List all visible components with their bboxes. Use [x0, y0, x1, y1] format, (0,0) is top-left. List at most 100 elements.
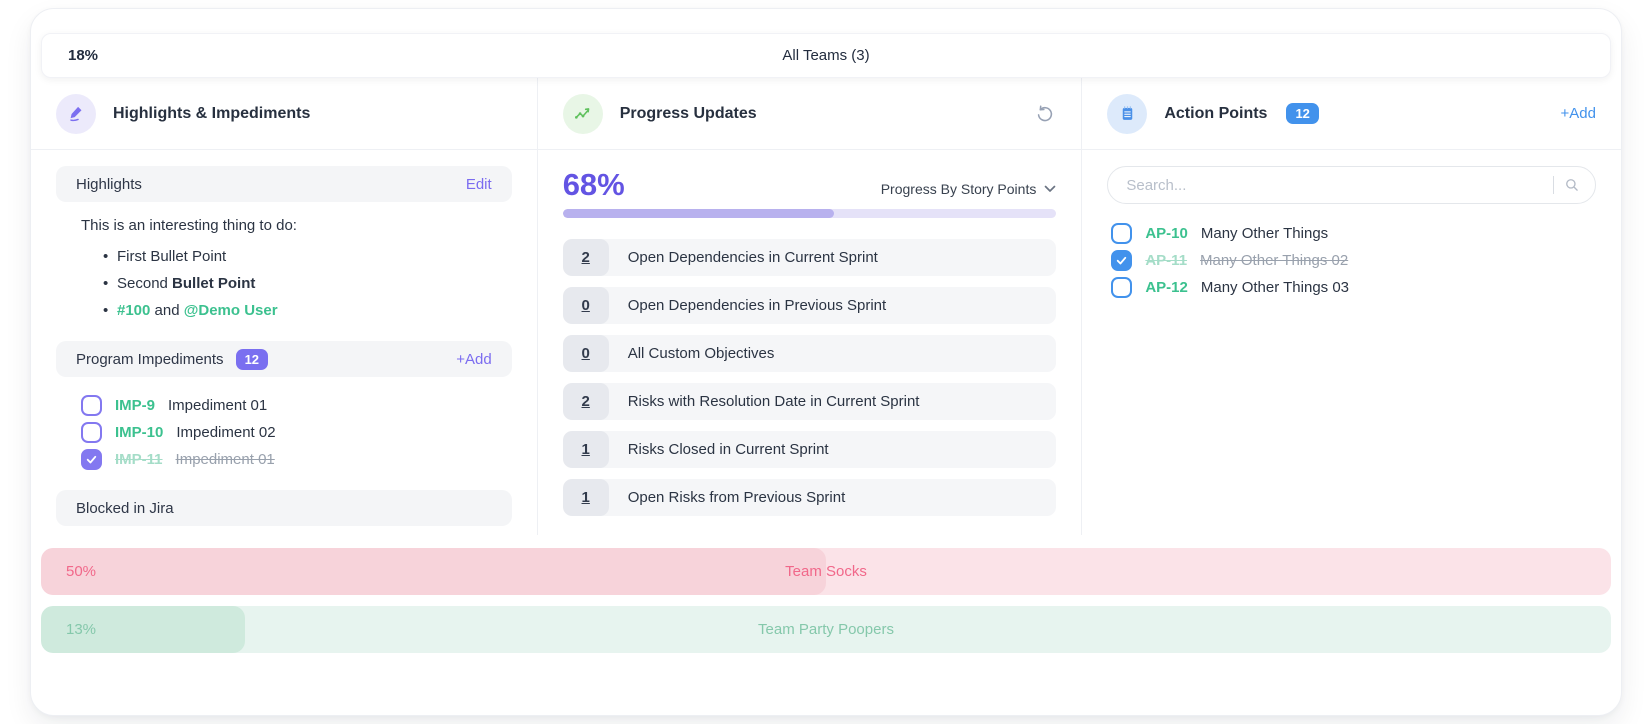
metric-count-link[interactable]: 2 [562, 383, 609, 420]
action-points-count-badge: 12 [1286, 103, 1319, 124]
action-point-label: Many Other Things [1200, 225, 1329, 242]
bullet-item: • First Bullet Point [103, 243, 512, 270]
metric-label: Open Dependencies in Current Sprint [627, 249, 878, 266]
action-points-list: AP-10 Many Other Things AP-11 Many Other… [1111, 220, 1596, 301]
issue-link[interactable]: #100 [117, 302, 151, 319]
team-progress-bar[interactable]: 13% Team Party Poopers [41, 606, 1611, 653]
add-impediment-button[interactable]: +Add [456, 350, 492, 368]
action-point-id[interactable]: AP-11 [1145, 252, 1188, 269]
bullet-dot: • [103, 248, 109, 265]
metric-label: All Custom Objectives [627, 345, 775, 362]
team-name: Team Party Poopers [758, 621, 894, 638]
highlights-column-title: Highlights & Impediments [113, 104, 311, 122]
check-icon [1117, 256, 1127, 265]
progress-column: Progress Updates 68% Progress By Story P… [537, 78, 1083, 535]
progress-percent: 68% [562, 167, 625, 202]
metric-row: 2 Risks with Resolution Date in Current … [562, 383, 1057, 420]
impediment-checkbox[interactable] [81, 395, 102, 416]
highlights-section-header: Highlights Edit [56, 166, 512, 202]
progress-header: Progress Updates [537, 78, 1082, 150]
metrics-list: 2 Open Dependencies in Current Sprint 0 … [562, 239, 1057, 516]
blocked-section-header: Blocked in Jira [56, 490, 512, 526]
impediments-list: IMP-9 Impediment 01 IMP-10 Impediment 02… [81, 392, 512, 473]
impediments-count-badge: 12 [235, 348, 269, 370]
metric-row: 1 Risks Closed in Current Sprint [562, 431, 1057, 468]
team-progress-bar[interactable]: 50% Team Socks [41, 548, 1611, 595]
impediment-checkbox[interactable] [81, 449, 102, 470]
action-point-label: Many Other Things 02 [1200, 252, 1349, 269]
chevron-down-icon [1044, 185, 1056, 192]
metric-count-link[interactable]: 1 [562, 431, 609, 468]
progress-mode-label: Progress By Story Points [880, 181, 1037, 197]
trend-up-icon [562, 93, 603, 134]
metric-count-link[interactable]: 2 [562, 239, 609, 276]
impediment-id[interactable]: IMP-9 [115, 397, 156, 414]
search-field [1107, 166, 1596, 204]
impediment-item: IMP-11 Impediment 01 [81, 446, 512, 473]
highlights-header: Highlights & Impediments [31, 78, 537, 150]
search-divider [1553, 176, 1554, 194]
action-point-item: AP-12 Many Other Things 03 [1111, 274, 1596, 301]
team-name: Team Socks [785, 563, 867, 580]
metric-count-link[interactable]: 0 [562, 287, 609, 324]
metric-row: 0 Open Dependencies in Previous Sprint [562, 287, 1057, 324]
action-point-id[interactable]: AP-12 [1145, 279, 1188, 296]
team-progress-fill [41, 606, 246, 653]
progress-bar-track [562, 209, 1057, 218]
bullet-item: • Second Bullet Point [103, 270, 512, 297]
search-icon[interactable] [1563, 176, 1581, 194]
progress-column-title: Progress Updates [619, 104, 757, 122]
action-point-id[interactable]: AP-10 [1145, 225, 1188, 242]
impediments-section-title: Program Impediments [76, 350, 224, 368]
refresh-icon[interactable] [1034, 103, 1056, 125]
action-point-item: AP-10 Many Other Things [1111, 220, 1596, 247]
highlights-bullet-list: • First Bullet Point • Second Bullet Point… [103, 243, 512, 324]
impediment-label: Impediment 02 [176, 424, 276, 441]
team-progress-percent: 50% [66, 563, 97, 580]
action-points-header: Action Points 12 +Add [1082, 78, 1621, 150]
edit-button[interactable]: Edit [465, 175, 492, 193]
overall-progress-value: 18% [68, 47, 99, 64]
metric-label: Risks Closed in Current Sprint [627, 441, 829, 458]
teams-selector[interactable]: All Teams (3) [782, 47, 870, 64]
metric-label: Open Risks from Previous Sprint [627, 489, 846, 506]
action-point-checkbox[interactable] [1111, 223, 1133, 244]
team-bars: 50% Team Socks 13% Team Party Poopers [41, 548, 1611, 653]
add-action-point-button[interactable]: +Add [1560, 105, 1596, 122]
check-icon [86, 455, 97, 464]
blocked-section-title: Blocked in Jira [76, 499, 174, 517]
metric-label: Risks with Resolution Date in Current Sp… [627, 393, 920, 410]
metric-row: 1 Open Risks from Previous Sprint [562, 479, 1057, 516]
progress-bar-fill [562, 209, 835, 218]
user-mention-link[interactable]: @Demo User [183, 302, 278, 319]
progress-mode-dropdown[interactable]: Progress By Story Points [881, 181, 1057, 202]
impediment-id[interactable]: IMP-11 [115, 451, 163, 468]
highlights-section-title: Highlights [76, 175, 142, 193]
highlights-column: Highlights & Impediments Highlights Edit… [31, 78, 538, 535]
metric-row: 0 All Custom Objectives [562, 335, 1057, 372]
impediment-checkbox[interactable] [81, 422, 102, 443]
impediment-id[interactable]: IMP-10 [115, 424, 164, 441]
impediment-label: Impediment 01 [168, 397, 268, 414]
impediment-label: Impediment 01 [175, 451, 275, 468]
bullet-dot: • [103, 275, 109, 292]
notepad-icon [1107, 93, 1148, 134]
metric-label: Open Dependencies in Previous Sprint [627, 297, 887, 314]
metric-count-link[interactable]: 1 [562, 479, 609, 516]
metric-row: 2 Open Dependencies in Current Sprint [562, 239, 1057, 276]
dashboard-card: 18% All Teams (3) Highlights & Impedimen… [30, 8, 1622, 716]
team-progress-fill [41, 548, 826, 595]
bullet-dot: • [103, 302, 109, 319]
columns-row: Highlights & Impediments Highlights Edit… [31, 78, 1621, 535]
action-point-label: Many Other Things 03 [1200, 279, 1350, 296]
action-point-checkbox[interactable] [1111, 250, 1133, 271]
impediments-section-header: Program Impediments 12 +Add [56, 341, 512, 377]
search-input[interactable] [1126, 176, 1547, 194]
action-points-column-title: Action Points [1164, 104, 1268, 122]
action-points-column: Action Points 12 +Add AP-10 [1082, 78, 1621, 535]
action-point-checkbox[interactable] [1111, 277, 1133, 298]
metric-count-link[interactable]: 0 [562, 335, 609, 372]
pen-icon [56, 93, 96, 134]
overall-progress-bar[interactable]: 18% All Teams (3) [41, 33, 1611, 78]
impediment-item: IMP-9 Impediment 01 [81, 392, 512, 419]
